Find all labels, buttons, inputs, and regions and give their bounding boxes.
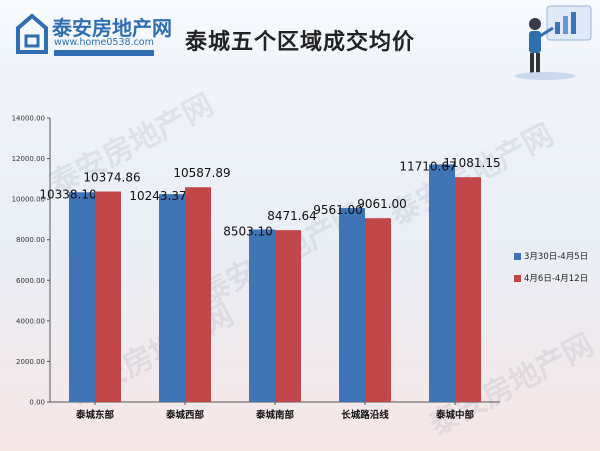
bar-series2 [455,177,481,402]
bar-series2 [185,187,211,402]
y-tick-label: 14000.00 [12,115,45,123]
y-tick-label: 0.00 [29,399,45,407]
page-title: 泰城五个区域成交均价 [184,30,415,55]
x-category-label: 泰城中部 [435,409,475,421]
y-tick-label: 8000.00 [16,236,45,244]
site-logo[interactable]: 泰安房地产网 www.home0538.com [14,10,172,60]
logo-url: www.home0538.com [54,37,154,48]
house-logo-icon [16,13,48,54]
legend-swatch-series1 [514,253,521,260]
legend-label: 4月6日-4月12日 [524,274,589,284]
x-category-label: 长城路沿线 [341,409,389,421]
presenter-illustration-icon [515,5,592,80]
data-label: 10243.37 [129,189,186,203]
data-label: 10587.89 [173,166,230,180]
data-label: 9561.00 [313,203,363,217]
y-tick-label: 10000.00 [12,196,45,204]
data-label: 8503.10 [223,225,273,239]
bar-series1 [159,194,185,402]
data-label: 10374.86 [83,171,140,185]
y-tick-label: 4000.00 [16,317,45,325]
y-tick-label: 6000.00 [16,277,45,285]
x-category-label: 泰城西部 [165,409,205,421]
legend-swatch-series2 [514,275,521,282]
y-tick-label: 12000.00 [12,155,45,163]
x-category-label: 泰城东部 [75,409,115,421]
data-label: 9061.00 [357,197,407,211]
bar-series1 [249,229,275,402]
data-label: 10338.10 [39,187,96,201]
data-label: 8471.64 [267,209,317,223]
logo-strip [54,50,154,56]
data-label: 11710.67 [399,159,456,173]
chart-legend: 3月30日-4月5日 4月6日-4月12日 [514,250,598,294]
data-label: 11081.15 [443,156,500,170]
bar-series2 [365,218,391,402]
bar-series1 [339,208,365,402]
legend-label: 3月30日-4月5日 [524,252,589,262]
header-band [0,0,600,78]
bar-series2 [95,191,121,402]
bar-series1 [429,164,455,402]
logo-name: 泰安房地产网 [52,16,172,40]
y-tick-label: 2000.00 [16,358,45,366]
x-category-label: 泰城南部 [255,409,295,421]
legend-item: 4月6日-4月12日 [514,272,598,286]
bar-series2 [275,230,301,402]
legend-item: 3月30日-4月5日 [514,250,598,264]
bar-series1 [69,192,95,402]
